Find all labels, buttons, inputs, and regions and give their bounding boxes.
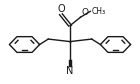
Text: N: N xyxy=(66,66,74,76)
Text: CH₃: CH₃ xyxy=(91,7,106,16)
Text: O: O xyxy=(81,8,88,17)
Text: O: O xyxy=(57,4,65,14)
